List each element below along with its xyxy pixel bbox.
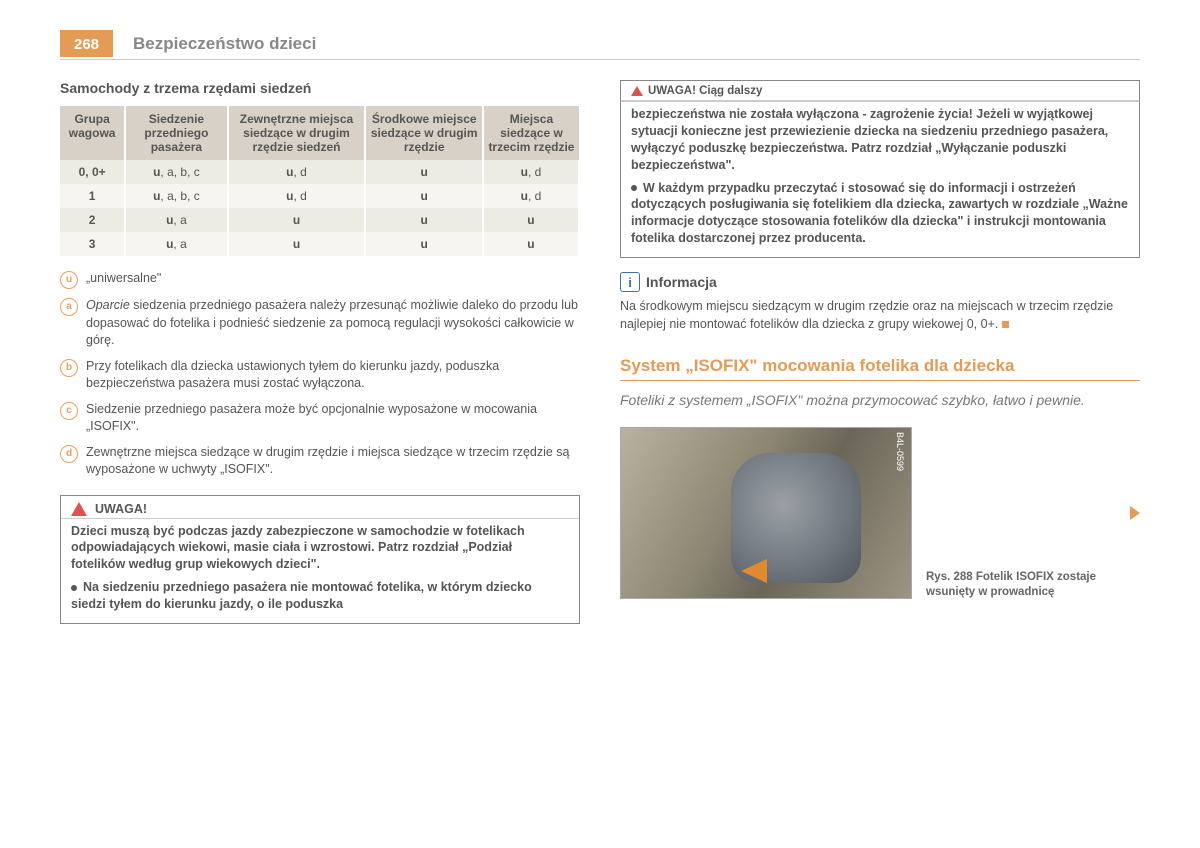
- note-marker-d: d: [60, 445, 78, 463]
- note-marker-c: c: [60, 402, 78, 420]
- note-marker-a: a: [60, 298, 78, 316]
- warning-icon: [71, 502, 87, 516]
- figure-code: B4L-0599: [895, 432, 905, 471]
- arrow-icon: [741, 559, 767, 583]
- warning-icon: [631, 86, 643, 96]
- cell: u, d: [228, 184, 366, 208]
- info-title: Informacja: [646, 274, 717, 290]
- info-text: Na środkowym miejscu siedzącym w drugim …: [620, 298, 1140, 333]
- page-header: 268 Bezpieczeństwo dzieci: [60, 30, 1140, 60]
- info-icon: i: [620, 272, 640, 292]
- cell: 1: [60, 184, 125, 208]
- cell: 0, 0+: [60, 160, 125, 184]
- cell: u: [365, 184, 482, 208]
- col-header: Środkowe miejsce siedzące w drugim rzędz…: [365, 106, 482, 160]
- figure-image: B4L-0599: [620, 427, 912, 599]
- figure-caption: Rys. 288 Fotelik ISOFIX zostaje wsunięty…: [926, 570, 1110, 600]
- warning-paragraph: bezpieczeństwa nie została wyłączona - z…: [631, 106, 1129, 174]
- cell: u: [483, 208, 579, 232]
- right-column: UWAGA! Ciąg dalszy bezpieczeństwa nie zo…: [620, 80, 1140, 624]
- col-header: Siedzenie przedniego pasażera: [125, 106, 227, 160]
- page-number: 268: [60, 30, 113, 57]
- continue-arrow-icon: [1130, 506, 1140, 520]
- end-square-icon: [1002, 321, 1009, 328]
- note-text: Przy fotelikach dla dziecka ustawionych …: [86, 358, 580, 393]
- note-text: Siedzenie przedniego pasażera może być o…: [86, 401, 580, 436]
- col-header: Zewnętrzne miejsca siedzące w drugim rzę…: [228, 106, 366, 160]
- left-column: Samochody z trzema rzędami siedzeń Grupa…: [60, 80, 580, 624]
- cell: u, d: [483, 160, 579, 184]
- cell: u, a, b, c: [125, 160, 227, 184]
- cell: u, a: [125, 208, 227, 232]
- note-text: Oparcie siedzenia przedniego pasażera na…: [86, 297, 580, 350]
- warning-title: UWAGA!: [95, 502, 147, 516]
- cell: u, a: [125, 232, 227, 256]
- cell: u, a, b, c: [125, 184, 227, 208]
- cell: u: [365, 232, 482, 256]
- section-rule: [620, 380, 1140, 381]
- table-heading: Samochody z trzema rzędami siedzeń: [60, 80, 580, 96]
- cell: u: [365, 208, 482, 232]
- cell: 3: [60, 232, 125, 256]
- cell: u, d: [228, 160, 366, 184]
- cell: u, d: [483, 184, 579, 208]
- cell: 2: [60, 208, 125, 232]
- warning-continued-box: UWAGA! Ciąg dalszy bezpieczeństwa nie zo…: [620, 80, 1140, 258]
- cell: u: [228, 208, 366, 232]
- warning-paragraph: Dzieci muszą być podczas jazdy zabezpiec…: [71, 523, 569, 574]
- col-header: Miejsca siedzące w trzecim rzędzie: [483, 106, 579, 160]
- note-marker-u: u: [60, 271, 78, 289]
- footnotes: u „uniwersalne" a Oparcie siedzenia przedn…: [60, 270, 580, 479]
- chapter-title: Bezpieczeństwo dzieci: [133, 34, 316, 54]
- section-heading: System „ISOFIX" mocowania fotelika dla d…: [620, 355, 1140, 376]
- warning-cont-title: UWAGA! Ciąg dalszy: [648, 85, 762, 97]
- seat-table: Grupa wagowa Siedzenie przedniego pasaże…: [60, 106, 580, 256]
- note-text: Zewnętrzne miejsca siedzące w drugim rzę…: [86, 444, 580, 479]
- cell: u: [228, 232, 366, 256]
- cell: u: [483, 232, 579, 256]
- warning-box: UWAGA! Dzieci muszą być podczas jazdy za…: [60, 495, 580, 624]
- note-marker-b: b: [60, 359, 78, 377]
- note-text: „uniwersalne": [86, 270, 161, 289]
- warning-paragraph: Na siedzeniu przedniego pasażera nie mon…: [71, 579, 569, 613]
- section-subheading: Foteliki z systemem „ISOFIX" można przym…: [620, 391, 1140, 409]
- col-header: Grupa wagowa: [60, 106, 125, 160]
- warning-paragraph: W każdym przypadku przeczytać i stosować…: [631, 180, 1129, 248]
- figure-row: B4L-0599 Rys. 288 Fotelik ISOFIX zostaje…: [620, 427, 1140, 599]
- cell: u: [365, 160, 482, 184]
- info-heading-row: i Informacja: [620, 272, 1140, 292]
